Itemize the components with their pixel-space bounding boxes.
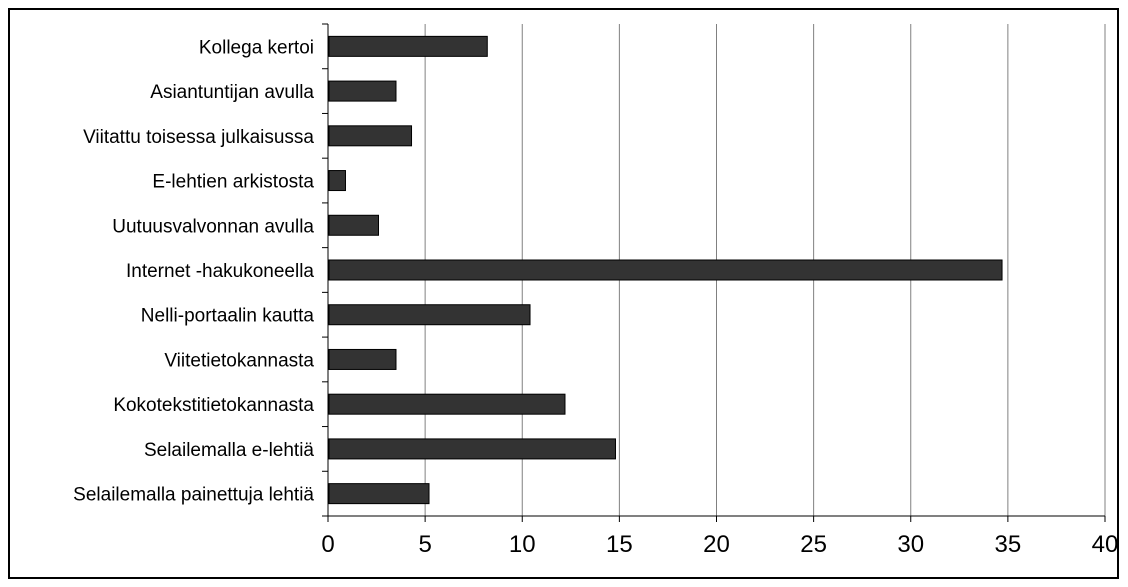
- x-tick-label: 0: [321, 531, 334, 558]
- x-tick-labels: 0 5 10 15 20 25 30 35 40: [321, 531, 1118, 558]
- x-tick-label: 15: [606, 531, 633, 558]
- bar: [328, 125, 413, 147]
- category-label: Kokotekstitietokannasta: [113, 395, 314, 416]
- bar: [328, 304, 531, 326]
- x-tick-label: 5: [418, 531, 431, 558]
- bar: [328, 170, 346, 192]
- category-label: Nelli-portaalin kautta: [141, 306, 315, 327]
- category-label: Uutuusvalvonnan avulla: [112, 216, 314, 237]
- axes: [322, 23, 1106, 522]
- bar: [328, 214, 380, 236]
- category-labels: Kollega kertoi Asiantuntijan avulla Viitat…: [73, 37, 314, 505]
- category-label: Asiantuntijan avulla: [150, 82, 314, 103]
- x-tick-label: 20: [703, 531, 730, 558]
- x-tick-label: 25: [800, 531, 827, 558]
- x-tick-label: 30: [897, 531, 924, 558]
- category-label: Selailemalla painettuja lehtiä: [73, 485, 314, 506]
- category-label: Viitetietokannasta: [164, 350, 314, 371]
- category-label: Internet -hakukoneella: [126, 261, 314, 282]
- bar: [328, 348, 397, 370]
- bar: [328, 438, 616, 460]
- bar: [328, 35, 488, 57]
- bar: [328, 80, 397, 102]
- category-label: Selailemalla e-lehtiä: [144, 440, 314, 461]
- chart-frame: [8, 8, 1119, 579]
- category-label: E-lehtien arkistosta: [152, 172, 314, 193]
- x-tick-label: 40: [1092, 531, 1119, 558]
- bars: [328, 35, 1003, 505]
- category-label: Kollega kertoi: [199, 37, 314, 58]
- bar: [328, 393, 566, 415]
- category-label: Viitattu toisessa julkaisussa: [83, 127, 314, 148]
- bar: [328, 483, 430, 505]
- x-tick-label: 10: [509, 531, 536, 558]
- bar: [328, 259, 1003, 281]
- x-tick-label: 35: [995, 531, 1022, 558]
